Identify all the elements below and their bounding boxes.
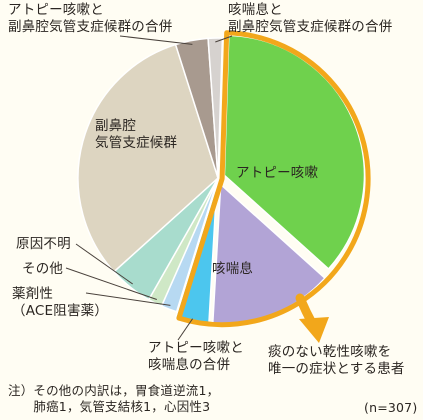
pie-slice-sinobronchial [77,43,219,273]
slice-label-cough-asthma: 咳喘息 [212,261,254,277]
label-atopic-sinobronchial: アトピー咳嗽と 副鼻腔気管支症候群の合併 [8,2,173,35]
highlight-outline-path [176,30,371,328]
highlight-note: 痰のない乾性咳嗽を 唯一の症状とする患者 [268,344,405,377]
leader-line-atopic-sinobronchial [119,35,193,45]
label-drug-induced: 薬剤性 （ACE阻害薬） [12,286,109,319]
leader-line-drug-induced [85,292,171,306]
leader-line-atopic-asthma-combo [177,318,194,341]
highlight-outline [176,30,371,343]
label-unknown-cause: 原因不明 [16,236,71,252]
leader-line-other [65,267,157,300]
highlight-arrow-head [299,317,329,343]
slice-label-sinobronchial: 副鼻腔 気管支症候群 [95,118,178,151]
leader-line-unknown-cause [75,243,133,285]
footnote: 注）その他の内訳は，胃食道逆流1， 肺癌1，気管支結核1，心因性3 [8,383,220,414]
pie-slices [77,34,366,326]
leader-lines [65,35,233,341]
sample-size: (n=307) [364,400,418,415]
leader-line-asthma-sinobronchial [215,35,233,43]
pie-slice-asthma-sinobronchial [207,37,224,179]
slice-label-atopic-cough: アトピー咳嗽 [236,165,319,181]
label-atopic-asthma-combo: アトピー咳嗽と 咳喘息の合併 [148,340,244,373]
label-asthma-sinobronchial: 咳喘息と 副鼻腔気管支症候群の合併 [228,2,393,35]
label-other: その他 [22,261,64,277]
